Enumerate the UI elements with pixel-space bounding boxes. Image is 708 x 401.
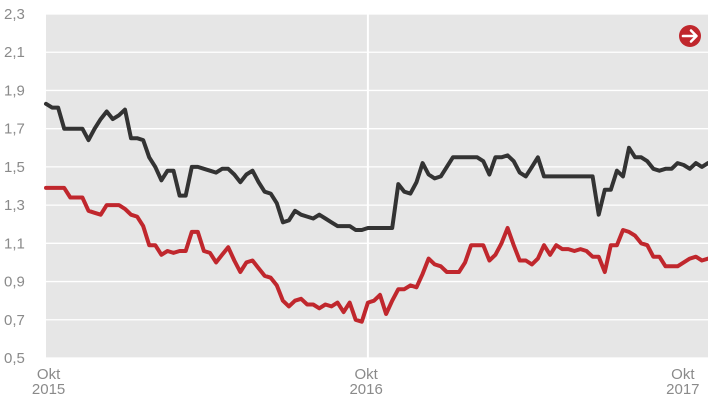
y-tick-label: 0,9: [4, 274, 25, 291]
next-button[interactable]: [679, 25, 701, 47]
x-tick-month: Okt: [354, 366, 378, 383]
arrow-right-glyph: [681, 29, 698, 43]
x-tick-year: 2016: [349, 381, 382, 398]
plot-background: [46, 14, 708, 358]
y-tick-label: 2,1: [4, 44, 25, 61]
y-tick-label: 1,7: [4, 121, 25, 138]
y-tick-label: 1,1: [4, 235, 25, 252]
series-lines: [44, 101, 708, 324]
x-tick-year: 2017: [666, 381, 699, 398]
series-line-1: [44, 101, 708, 232]
y-tick-label: 1,3: [4, 197, 25, 214]
x-tick-year: 2015: [32, 381, 65, 398]
y-tick-label: 1,9: [4, 82, 25, 99]
y-tick-label: 1,5: [4, 159, 25, 176]
y-tick-label: 0,7: [4, 312, 25, 329]
x-tick-month: Okt: [37, 366, 61, 383]
x-tick-label: Okt 2017: [666, 366, 699, 398]
y-tick-label: 0,5: [4, 350, 25, 367]
y-axis-ticks: 2,3 2,1 1,9 1,7 1,5 1,3 1,1 0,9 0,7 0,5: [4, 6, 25, 367]
x-tick-label: Okt 2016: [349, 366, 382, 398]
y-tick-label: 2,3: [4, 6, 25, 23]
series-line-2: [44, 185, 708, 324]
x-tick-label: Okt 2015: [32, 366, 65, 398]
gridlines: [46, 13, 708, 359]
x-tick-month: Okt: [671, 366, 695, 383]
